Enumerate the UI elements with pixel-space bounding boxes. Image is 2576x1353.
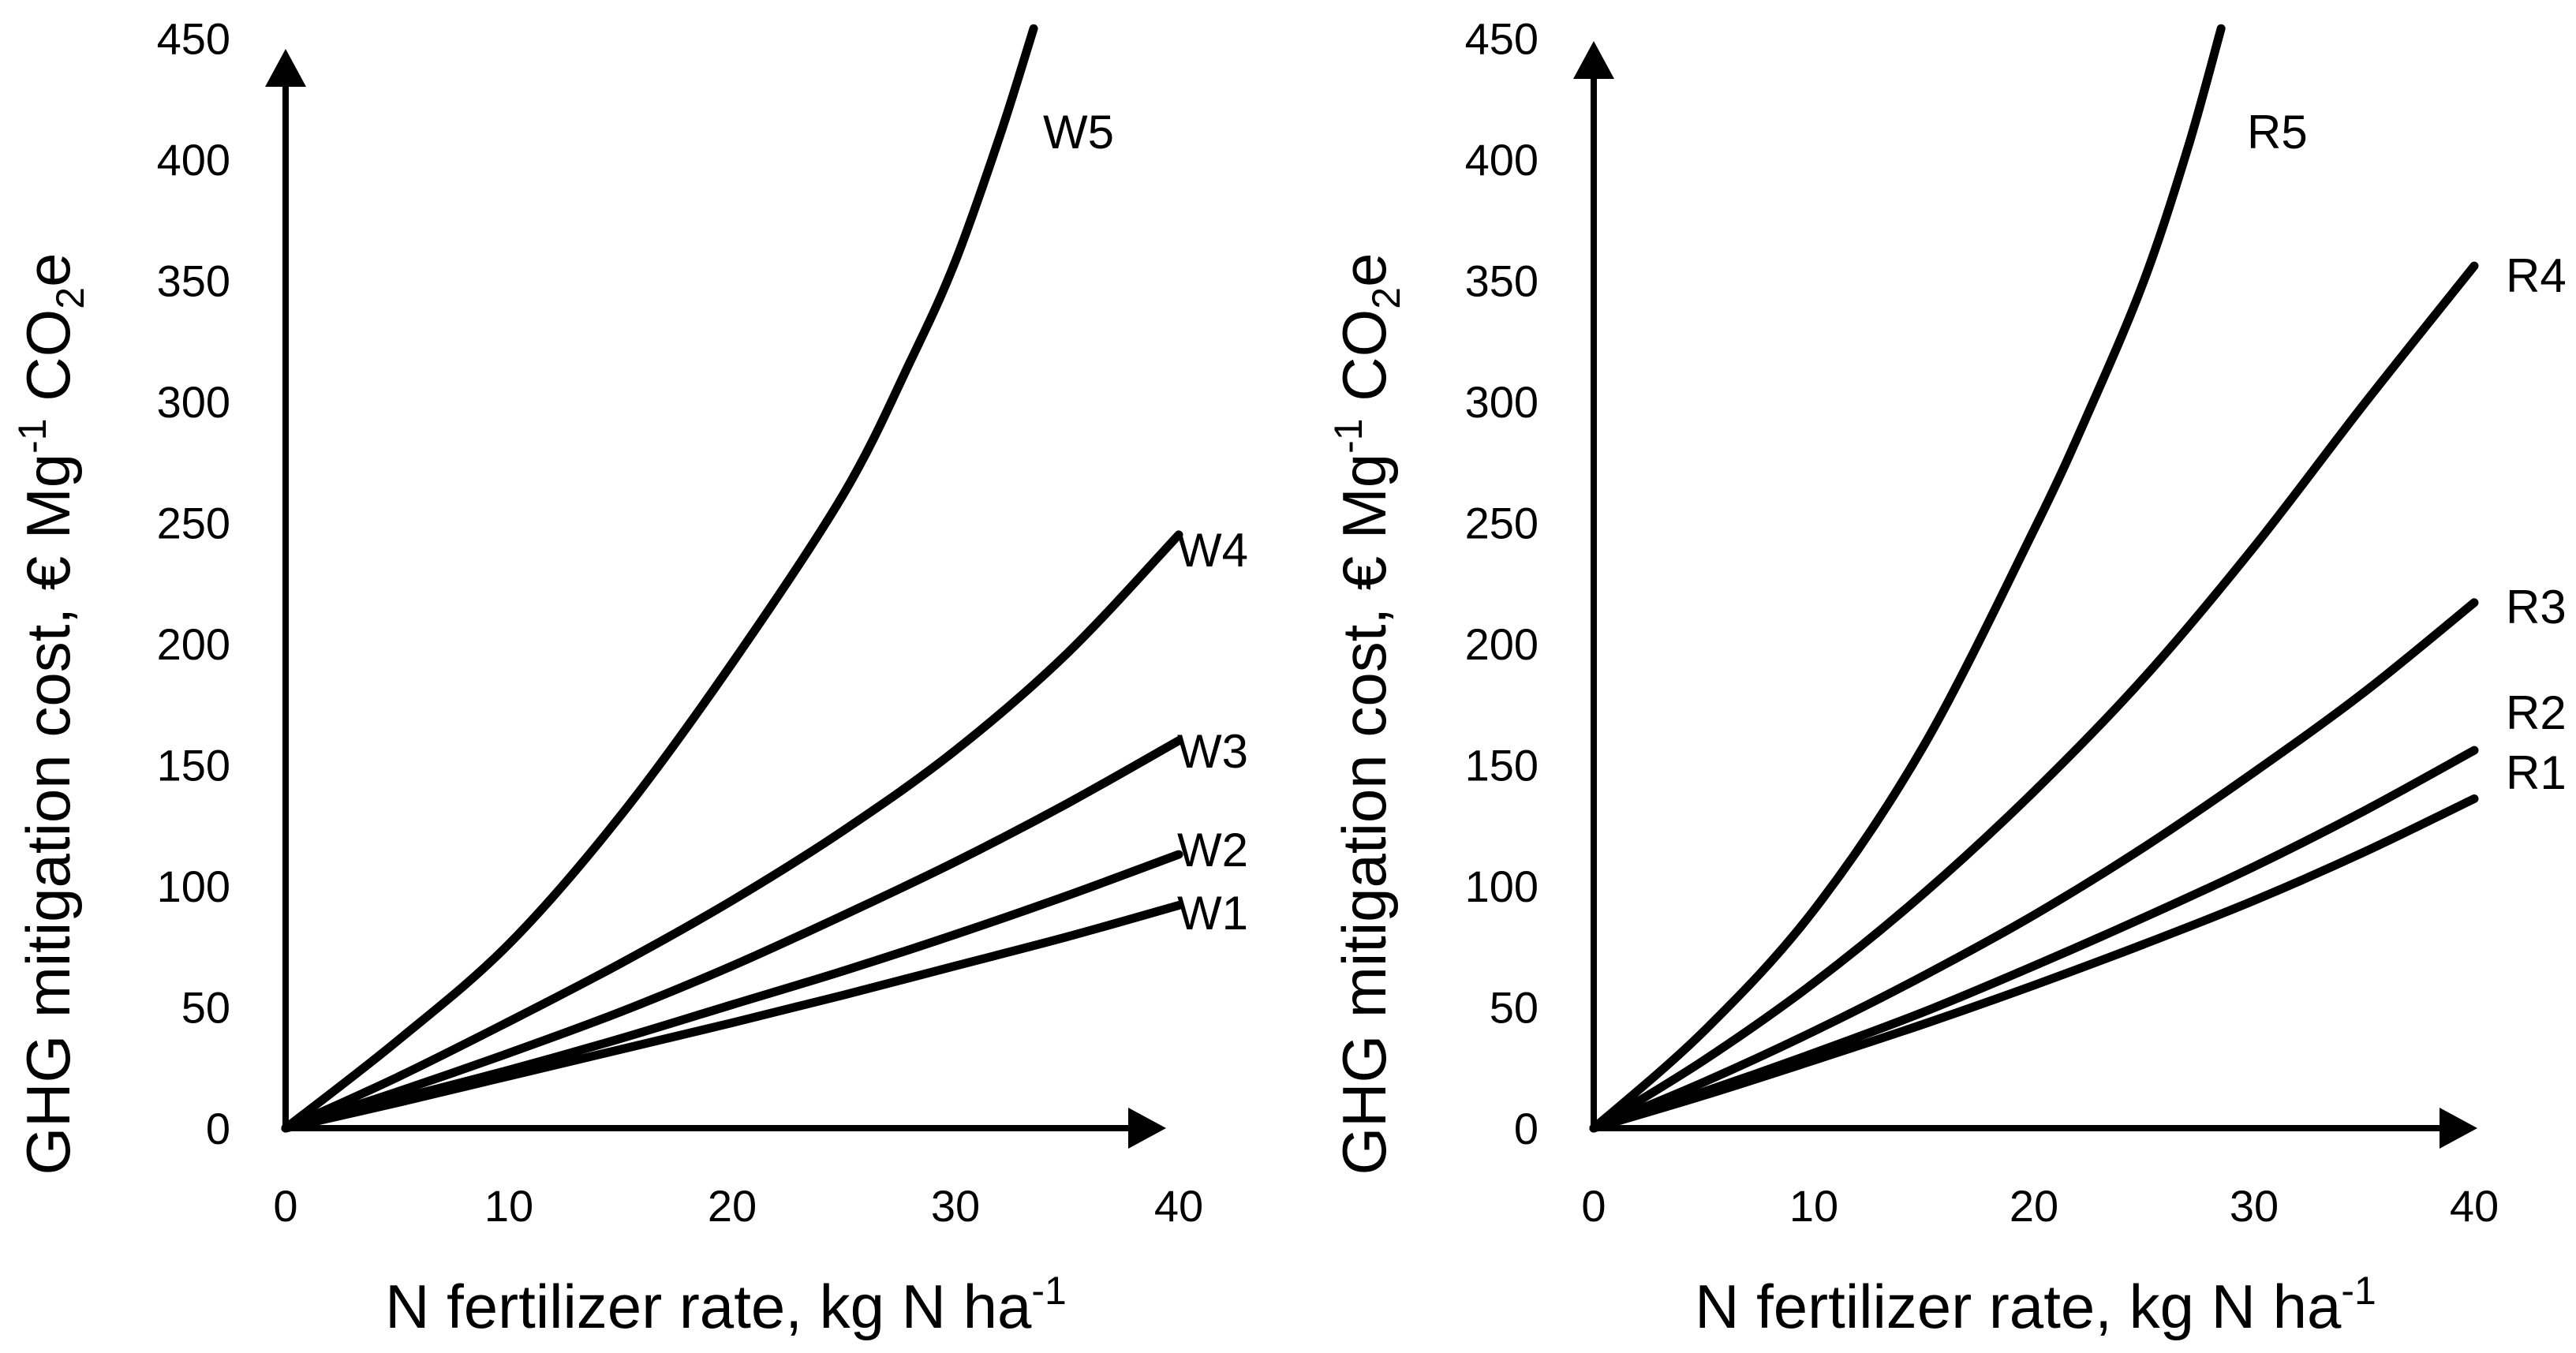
- series-line-r1: [1589, 794, 2479, 1133]
- x-tick-label: 30: [2230, 1181, 2279, 1231]
- series-label-w2: W2: [1177, 824, 1248, 876]
- y-tick-label: 400: [157, 135, 230, 185]
- series-line-w4: [281, 530, 1183, 1133]
- y-tick-label: 50: [181, 983, 230, 1033]
- y-tick-label: 200: [157, 619, 230, 669]
- y-tick-label: 100: [1465, 862, 1538, 911]
- series-line-w5: [281, 24, 1038, 1133]
- y-axis-title: GHG mitigation cost, € Mg-1 CO2e: [1326, 253, 1408, 1175]
- y-tick-label: 250: [157, 499, 230, 548]
- series-line-r3: [1589, 598, 2479, 1133]
- y-tick-label: 250: [1465, 499, 1538, 548]
- y-tick-label: 100: [157, 862, 230, 911]
- chart-panel-left: 0 50 100 150 200 250 300 350 400 450 0 10 20 30 40 W1 W2…: [10, 14, 1248, 1342]
- x-axis-arrow-icon: [2440, 1108, 2477, 1149]
- y-tick-label: 350: [157, 256, 230, 306]
- series-line-w2: [281, 850, 1183, 1133]
- y-tick-label: 300: [1465, 377, 1538, 427]
- y-tick-label: 300: [157, 377, 230, 427]
- x-tick-label: 20: [2010, 1181, 2058, 1231]
- series-label-w1: W1: [1177, 887, 1248, 940]
- y-tick-label: 450: [157, 14, 230, 64]
- series-line-r4: [1589, 261, 2479, 1133]
- y-tick-label: 150: [1465, 741, 1538, 790]
- series-label-r3: R3: [2506, 581, 2567, 634]
- series-label-r1: R1: [2506, 746, 2567, 799]
- series-line-r5: [1589, 24, 2226, 1133]
- y-tick-label: 0: [206, 1104, 230, 1153]
- series-label-r4: R4: [2506, 249, 2567, 302]
- x-tick-label: 20: [708, 1181, 757, 1231]
- y-axis-arrow-icon: [265, 49, 306, 87]
- y-tick-label: 400: [1465, 135, 1538, 185]
- x-tick-label: 0: [1581, 1181, 1606, 1231]
- x-tick-label: 40: [2450, 1181, 2499, 1231]
- y-axis-arrow-icon: [1573, 41, 1614, 79]
- x-tick-label: 30: [931, 1181, 980, 1231]
- x-axis-title: N fertilizer rate, kg N ha-1: [1695, 1269, 2376, 1341]
- y-tick-label: 350: [1465, 256, 1538, 306]
- x-axis-title: N fertilizer rate, kg N ha-1: [385, 1269, 1067, 1341]
- y-tick-label: 150: [157, 741, 230, 790]
- y-axis-title: GHG mitigation cost, € Mg-1 CO2e: [10, 253, 92, 1175]
- x-tick-label: 40: [1154, 1181, 1203, 1231]
- x-tick-label: 0: [273, 1181, 297, 1231]
- series-label-r5: R5: [2247, 106, 2308, 159]
- series-label-w5: W5: [1043, 106, 1114, 159]
- series-line-r2: [1589, 746, 2479, 1133]
- series-label-w3: W3: [1177, 725, 1248, 778]
- y-tick-label: 450: [1465, 14, 1538, 64]
- y-tick-label: 50: [1490, 983, 1538, 1033]
- x-axis-arrow-icon: [1128, 1108, 1166, 1149]
- series-label-r2: R2: [2506, 686, 2567, 739]
- series-label-w4: W4: [1177, 524, 1248, 577]
- x-tick-label: 10: [484, 1181, 533, 1231]
- series-line-w3: [281, 736, 1183, 1133]
- y-tick-label: 200: [1465, 619, 1538, 669]
- y-tick-label: 0: [1514, 1104, 1538, 1153]
- chart-panel-right: 0 50 100 150 200 250 300 350 400 450 0 10 20 30 40 R1 R2…: [1326, 14, 2567, 1342]
- x-tick-label: 10: [1789, 1181, 1838, 1231]
